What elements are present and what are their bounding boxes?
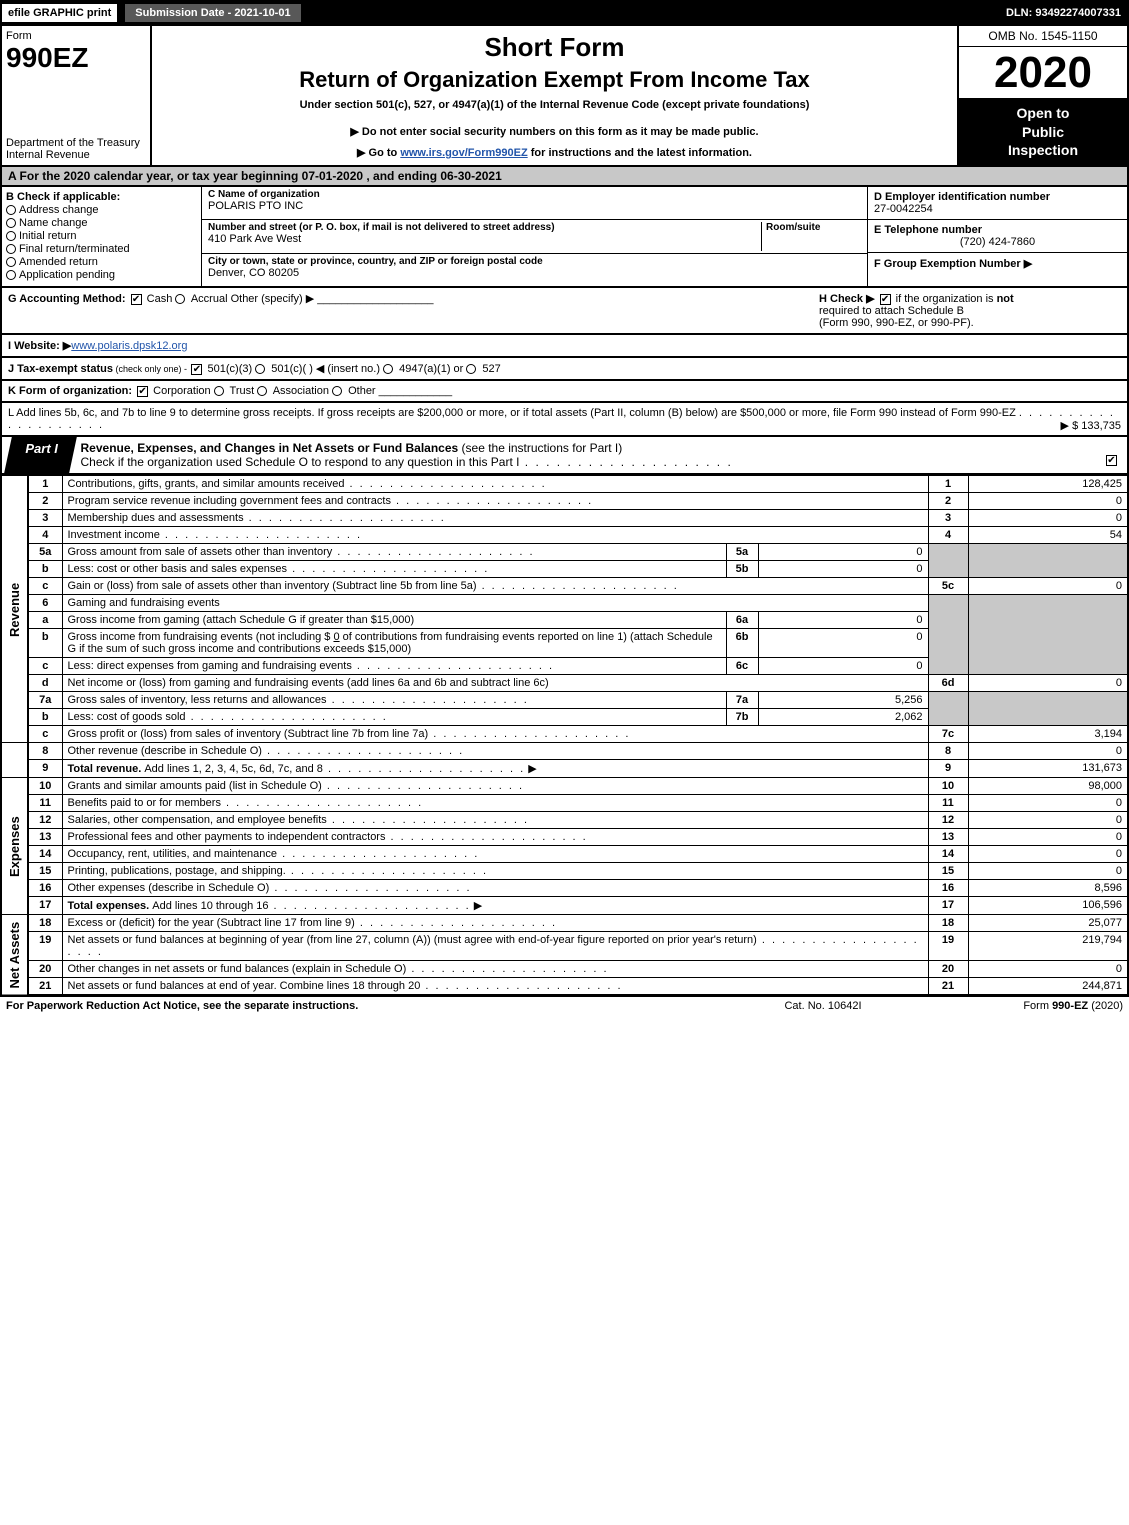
instructions-link-row: ▶ Go to www.irs.gov/Form990EZ for instru… [162, 146, 947, 159]
group-exemption-label: F Group Exemption Number ▶ [874, 257, 1121, 270]
section-b-checkboxes: B Check if applicable: Address change Na… [2, 187, 202, 286]
line-3-value: 0 [968, 510, 1128, 527]
chk-cash[interactable] [131, 294, 142, 305]
subtitle: Under section 501(c), 527, or 4947(a)(1)… [162, 99, 947, 111]
accounting-method-row: G Accounting Method: Cash Accrual Other … [0, 288, 1129, 335]
address-value: 410 Park Ave West [208, 233, 761, 245]
line-14-value: 0 [968, 846, 1128, 863]
ein-label: D Employer identification number [874, 191, 1121, 203]
line-16-value: 8,596 [968, 880, 1128, 897]
line-19-value: 219,794 [968, 932, 1128, 961]
side-label-net-assets: Net Assets [1, 915, 28, 996]
dln-number: DLN: 93492274007331 [998, 4, 1129, 22]
department-line2: Internal Revenue [6, 149, 146, 161]
city-value: Denver, CO 80205 [208, 267, 861, 279]
line-6d-value: 0 [968, 675, 1128, 692]
form-number: 990EZ [6, 42, 146, 74]
chk-501c3[interactable] [191, 364, 202, 375]
line-18-value: 25,077 [968, 915, 1128, 932]
room-suite-label: Room/suite [766, 222, 861, 233]
city-label: City or town, state or province, country… [208, 256, 861, 267]
org-website-link[interactable]: www.polaris.dpsk12.org [71, 340, 187, 352]
line-5c-value: 0 [968, 578, 1128, 595]
tax-year-period: A For the 2020 calendar year, or tax yea… [0, 167, 1129, 187]
org-info-section: B Check if applicable: Address change Na… [0, 187, 1129, 288]
ein-value: 27-0042254 [874, 203, 1121, 215]
part-1-table: Revenue 1Contributions, gifts, grants, a… [0, 475, 1129, 996]
tax-year: 2020 [959, 47, 1127, 98]
form-label: Form [6, 30, 146, 42]
footer-form-ref: Form 990-EZ (2020) [923, 1000, 1123, 1012]
inspection-badge: Open to Public Inspection [959, 98, 1127, 165]
line-1-value: 128,425 [968, 476, 1128, 493]
chk-corporation[interactable] [137, 386, 148, 397]
chk-accrual[interactable] [175, 294, 185, 304]
line-17-value: 106,596 [968, 897, 1128, 915]
website-row: I Website: ▶www.polaris.dpsk12.org [0, 335, 1129, 358]
omb-number: OMB No. 1545-1150 [959, 26, 1127, 47]
chk-trust[interactable] [214, 386, 224, 396]
line-4-value: 54 [968, 527, 1128, 544]
chk-501c[interactable] [255, 364, 265, 374]
part-1-header: Part I Revenue, Expenses, and Changes in… [0, 437, 1129, 475]
gross-receipts-amount: ▶ $ 133,735 [1061, 419, 1121, 432]
chk-final-return[interactable]: Final return/terminated [19, 243, 130, 255]
line-6b-value: 0 [758, 629, 928, 658]
form-of-organization-row: K Form of organization: Corporation Trus… [0, 381, 1129, 403]
org-name-label: C Name of organization [208, 189, 861, 200]
chk-association[interactable] [257, 386, 267, 396]
line-12-value: 0 [968, 812, 1128, 829]
line-8-value: 0 [968, 743, 1128, 760]
gross-receipts-row: L Add lines 5b, 6c, and 7b to line 9 to … [0, 403, 1129, 437]
side-label-revenue: Revenue [1, 476, 28, 743]
side-label-expenses: Expenses [1, 778, 28, 915]
form-header: Form 990EZ Department of the Treasury In… [0, 26, 1129, 167]
chk-initial-return[interactable]: Initial return [19, 230, 76, 242]
org-name-value: POLARIS PTO INC [208, 200, 861, 212]
page-footer: For Paperwork Reduction Act Notice, see … [0, 996, 1129, 1015]
footer-catalog: Cat. No. 10642I [723, 1000, 923, 1012]
line-7c-value: 3,194 [968, 726, 1128, 743]
chk-schedule-o-part1[interactable] [1106, 455, 1117, 466]
top-bar: efile GRAPHIC print Submission Date - 20… [0, 0, 1129, 26]
chk-address-change[interactable]: Address change [19, 204, 99, 216]
line-20-value: 0 [968, 961, 1128, 978]
chk-527[interactable] [466, 364, 476, 374]
ssn-warning: ▶ Do not enter social security numbers o… [162, 125, 947, 138]
phone-value: (720) 424-7860 [874, 236, 1121, 248]
chk-other-org[interactable] [332, 386, 342, 396]
short-form-title: Short Form [162, 32, 947, 63]
chk-application-pending[interactable]: Application pending [19, 269, 115, 281]
chk-4947a1[interactable] [383, 364, 393, 374]
chk-name-change[interactable]: Name change [19, 217, 88, 229]
phone-label: E Telephone number [874, 224, 1121, 236]
address-label: Number and street (or P. O. box, if mail… [208, 222, 761, 233]
line-9-value: 131,673 [968, 760, 1128, 778]
line-2-value: 0 [968, 493, 1128, 510]
irs-instructions-link[interactable]: www.irs.gov/Form990EZ [400, 147, 527, 159]
line-6c-value: 0 [758, 658, 928, 675]
submission-date: Submission Date - 2021-10-01 [123, 2, 302, 24]
footer-notice: For Paperwork Reduction Act Notice, see … [6, 1000, 723, 1012]
tax-exempt-status-row: J Tax-exempt status (check only one) - 5… [0, 358, 1129, 381]
chk-schedule-b-not-required[interactable] [880, 294, 891, 305]
line-5b-value: 0 [758, 561, 928, 578]
line-11-value: 0 [968, 795, 1128, 812]
chk-amended-return[interactable]: Amended return [19, 256, 98, 268]
efile-print-label[interactable]: efile GRAPHIC print [0, 2, 119, 24]
main-title: Return of Organization Exempt From Incom… [162, 67, 947, 93]
line-6a-value: 0 [758, 612, 928, 629]
line-15-value: 0 [968, 863, 1128, 880]
line-7b-value: 2,062 [758, 709, 928, 726]
line-5a-value: 0 [758, 544, 928, 561]
line-21-value: 244,871 [968, 978, 1128, 996]
line-13-value: 0 [968, 829, 1128, 846]
line-10-value: 98,000 [968, 778, 1128, 795]
line-7a-value: 5,256 [758, 692, 928, 709]
department-line1: Department of the Treasury [6, 137, 146, 149]
